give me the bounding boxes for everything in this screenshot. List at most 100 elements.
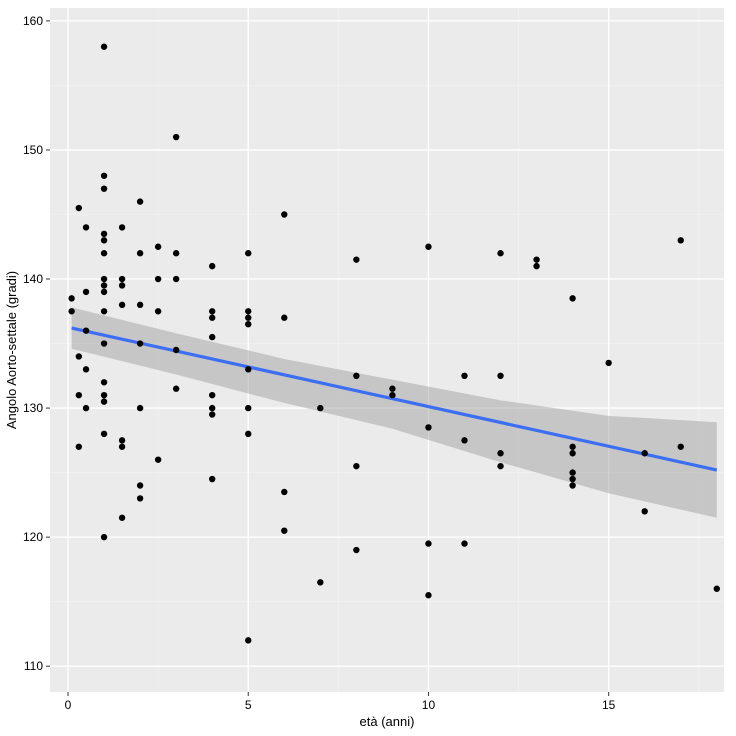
data-point	[119, 282, 125, 288]
data-point	[83, 327, 89, 333]
data-point	[155, 456, 161, 462]
data-point	[425, 592, 431, 598]
y-tick-label: 110	[24, 659, 43, 673]
data-point	[209, 334, 215, 340]
x-tick-label: 10	[422, 698, 436, 712]
data-point	[353, 256, 359, 262]
data-point	[68, 295, 74, 301]
data-point	[101, 276, 107, 282]
data-point	[137, 495, 143, 501]
data-point	[245, 321, 251, 327]
data-point	[497, 450, 503, 456]
data-point	[497, 463, 503, 469]
data-point	[569, 295, 575, 301]
data-point	[245, 308, 251, 314]
data-point	[569, 469, 575, 475]
y-tick-label: 120	[23, 530, 43, 544]
data-point	[209, 411, 215, 417]
data-point	[209, 263, 215, 269]
data-point	[101, 44, 107, 50]
data-point	[317, 405, 323, 411]
y-tick-label: 150	[23, 143, 43, 157]
data-point	[101, 237, 107, 243]
data-point	[209, 315, 215, 321]
data-point	[76, 444, 82, 450]
data-point	[173, 134, 179, 140]
data-point	[425, 244, 431, 250]
data-point	[281, 211, 287, 217]
y-tick-label: 130	[23, 401, 43, 415]
data-point	[119, 444, 125, 450]
data-point	[76, 392, 82, 398]
data-point	[245, 366, 251, 372]
data-point	[137, 198, 143, 204]
data-point	[569, 444, 575, 450]
data-point	[83, 289, 89, 295]
data-point	[101, 340, 107, 346]
data-point	[76, 205, 82, 211]
data-point	[245, 250, 251, 256]
data-point	[569, 482, 575, 488]
data-point	[209, 392, 215, 398]
data-point	[245, 431, 251, 437]
y-tick-label: 140	[23, 272, 43, 286]
data-point	[68, 308, 74, 314]
data-point	[101, 231, 107, 237]
x-tick-label: 0	[65, 698, 72, 712]
data-point	[209, 476, 215, 482]
data-point	[461, 437, 467, 443]
data-point	[245, 315, 251, 321]
data-point	[101, 289, 107, 295]
data-point	[209, 405, 215, 411]
data-point	[101, 431, 107, 437]
data-point	[101, 534, 107, 540]
data-point	[569, 450, 575, 456]
data-point	[137, 482, 143, 488]
data-point	[173, 276, 179, 282]
data-point	[137, 340, 143, 346]
data-point	[281, 315, 287, 321]
data-point	[281, 489, 287, 495]
data-point	[83, 366, 89, 372]
data-point	[119, 224, 125, 230]
data-point	[642, 450, 648, 456]
data-point	[83, 224, 89, 230]
data-point	[119, 437, 125, 443]
data-point	[461, 540, 467, 546]
data-point	[101, 185, 107, 191]
data-point	[173, 250, 179, 256]
data-point	[353, 547, 359, 553]
data-point	[714, 586, 720, 592]
data-point	[497, 373, 503, 379]
data-point	[569, 476, 575, 482]
data-point	[101, 398, 107, 404]
scatter-chart: 051015110120130140150160età (anni)Angolo…	[0, 0, 736, 736]
data-point	[497, 250, 503, 256]
x-axis-title: età (anni)	[360, 714, 415, 729]
data-point	[533, 256, 539, 262]
data-point	[425, 424, 431, 430]
data-point	[678, 444, 684, 450]
data-point	[101, 379, 107, 385]
data-point	[137, 405, 143, 411]
data-point	[137, 302, 143, 308]
data-point	[353, 373, 359, 379]
data-point	[605, 360, 611, 366]
data-point	[461, 373, 467, 379]
data-point	[209, 308, 215, 314]
data-point	[101, 250, 107, 256]
data-point	[83, 405, 89, 411]
data-point	[119, 515, 125, 521]
data-point	[119, 276, 125, 282]
data-point	[533, 263, 539, 269]
data-point	[101, 173, 107, 179]
data-point	[245, 405, 251, 411]
data-point	[678, 237, 684, 243]
x-tick-label: 15	[602, 698, 616, 712]
x-tick-label: 5	[245, 698, 252, 712]
data-point	[155, 244, 161, 250]
data-point	[642, 508, 648, 514]
data-point	[353, 463, 359, 469]
data-point	[137, 250, 143, 256]
data-point	[173, 386, 179, 392]
